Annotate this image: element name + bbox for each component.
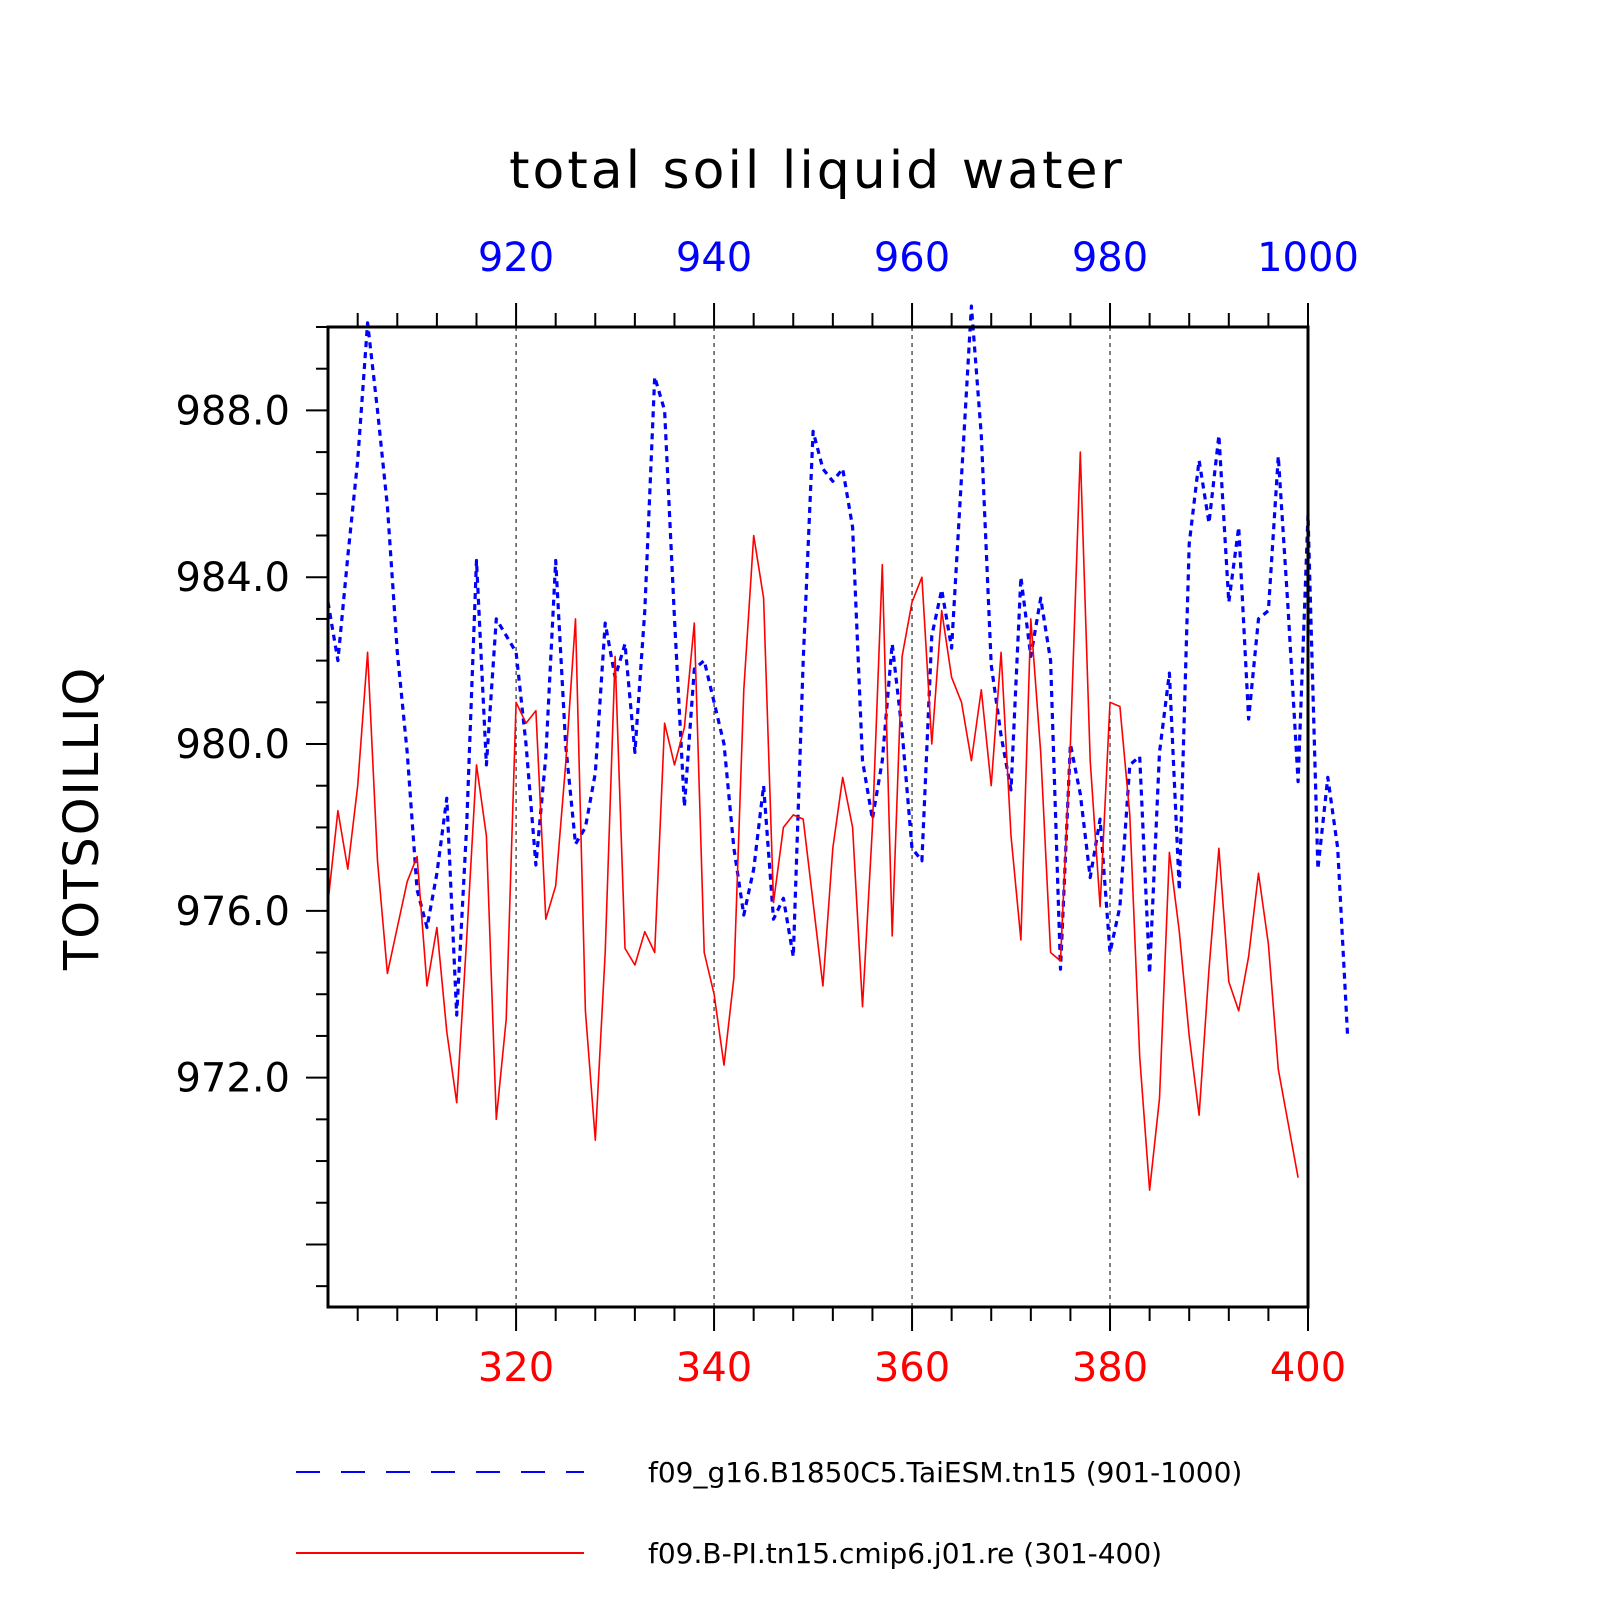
y-tick-label-984.0: 984.0 — [175, 555, 290, 601]
legend-label-series-1: f09_g16.B1850C5.TaiESM.tn15 (901-1000) — [648, 1456, 1242, 1489]
x-bottom-tick-label-320: 320 — [478, 1345, 554, 1391]
axes — [306, 303, 1310, 1331]
x-bottom-tick-label-340: 340 — [676, 1345, 752, 1391]
x-top-tick-label-960: 960 — [874, 235, 950, 281]
legend: f09_g16.B1850C5.TaiESM.tn15 (901-1000) f… — [296, 1456, 1242, 1570]
x-top-tick-label-920: 920 — [478, 235, 554, 281]
x-top-tick-label-940: 940 — [676, 235, 752, 281]
y-tick-label-980.0: 980.0 — [175, 722, 290, 768]
x-top-tick-label-980: 980 — [1072, 235, 1148, 281]
plot-frame — [326, 325, 1310, 1309]
series-line-1 — [326, 304, 1350, 1036]
gridlines — [515, 327, 1111, 1307]
y-axis-label: TOTSOILLIQ — [54, 666, 110, 971]
y-tick-label-972.0: 972.0 — [175, 1056, 290, 1102]
chart-title: total soil liquid water — [509, 141, 1125, 201]
y-tick-label-988.0: 988.0 — [175, 388, 290, 434]
legend-label-series-2: f09.B-PI.tn15.cmip6.j01.re (301-400) — [648, 1537, 1162, 1570]
y-tick-label-976.0: 976.0 — [175, 889, 290, 935]
tick-labels: 972.0 976.0 980.0 984.0 988.0 320 340 360 380 400… — [175, 235, 1358, 1391]
series-group — [326, 304, 1350, 1191]
x-bottom-tick-label-360: 360 — [874, 1345, 950, 1391]
x-bottom-tick-label-380: 380 — [1072, 1345, 1148, 1391]
x-top-tick-label-1000: 1000 — [1257, 235, 1359, 281]
x-bottom-tick-label-400: 400 — [1270, 1345, 1346, 1391]
series-line-2 — [327, 451, 1299, 1191]
